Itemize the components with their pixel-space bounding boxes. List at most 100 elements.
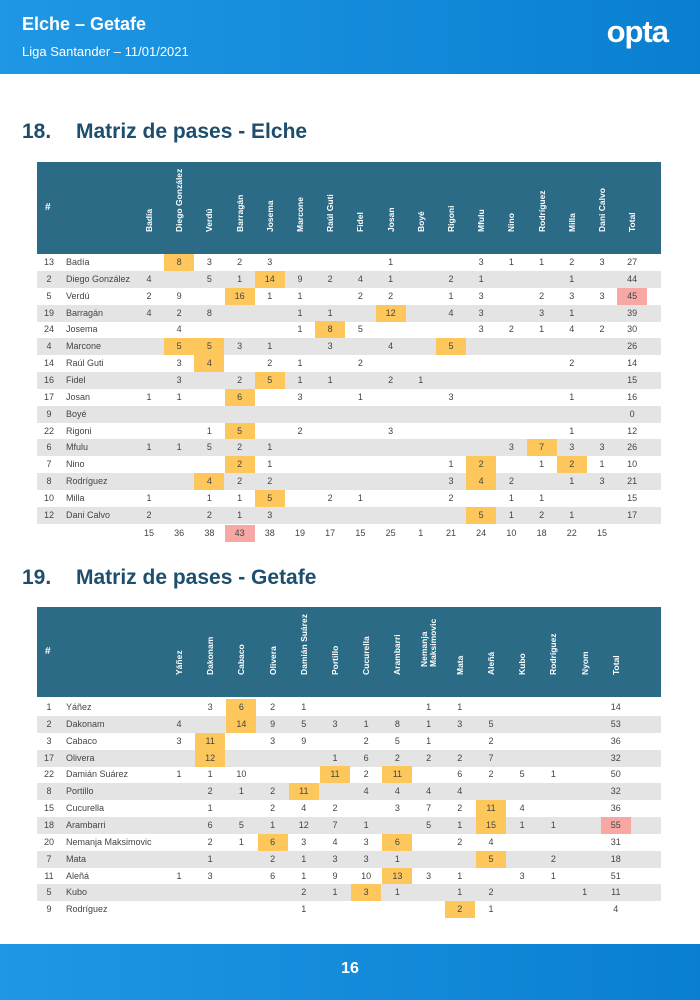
table-row: 17 Josan 1 1 6 3 1 3 1 16 <box>37 388 661 406</box>
player-name: Rigoni <box>66 425 92 436</box>
pass-count: 3 <box>478 257 484 267</box>
pass-count: 9 <box>301 735 307 746</box>
pass-count: 4 <box>426 786 432 797</box>
pass-count: 2 <box>270 702 276 712</box>
pass-count <box>285 338 315 355</box>
pass-count <box>570 783 600 800</box>
hash-header: # <box>45 202 51 213</box>
pass-count: 2 <box>176 307 182 318</box>
pass-count: 2 <box>488 769 494 780</box>
player-name: Nemanja Maksimovic <box>66 836 152 847</box>
pass-count: 3 <box>599 257 605 267</box>
pass-count: 16 <box>224 287 255 305</box>
player-number: 18 <box>43 819 54 830</box>
pass-count: 3 <box>539 307 545 318</box>
column-header-label: Damián Suárez <box>298 614 309 675</box>
column-total: 15 <box>355 527 366 538</box>
pass-count <box>345 423 375 440</box>
pass-count <box>315 456 345 473</box>
pass-count <box>194 321 224 338</box>
pass-count <box>320 733 350 750</box>
pass-count <box>527 423 557 440</box>
pass-count: 2 <box>488 735 494 746</box>
pass-count: 2 <box>539 290 545 301</box>
pass-count <box>496 372 526 389</box>
pass-count: 1 <box>550 870 556 881</box>
pass-count <box>285 490 315 507</box>
pass-count <box>466 372 496 389</box>
pass-count: 1 <box>388 257 394 267</box>
pass-count: 1 <box>448 459 454 470</box>
pass-count: 1 <box>267 341 273 352</box>
player-name: Barragán <box>66 307 104 318</box>
pass-count: 11 <box>195 732 226 750</box>
pass-count <box>164 423 194 440</box>
pass-count <box>345 473 375 490</box>
column-header-label: Josema <box>264 200 275 232</box>
column-header-label: Boyé <box>415 211 426 232</box>
pass-count: 2 <box>457 803 463 814</box>
pass-count <box>527 473 557 490</box>
pass-count <box>570 699 600 716</box>
pass-count <box>345 406 375 423</box>
column-header-label: Cucurella <box>361 636 372 675</box>
pass-count <box>406 456 436 473</box>
column-total: 21 <box>445 527 456 538</box>
column-header-label: Olivera <box>267 646 278 675</box>
pass-count <box>315 406 345 423</box>
table-row: 5 Kubo 2 1 3 1 1 2 1 11 <box>37 884 661 902</box>
pass-count: 1 <box>418 374 424 385</box>
pass-count <box>476 699 506 716</box>
pass-count: 10 <box>361 870 372 881</box>
pass-count <box>538 800 568 817</box>
pass-count: 3 <box>426 870 432 881</box>
table-row: 8 Rodríguez 4 2 2 3 4 2 1 3 21 <box>37 473 661 491</box>
pass-count <box>164 406 194 423</box>
column-header: Rigoni <box>436 162 466 242</box>
player-number: 3 <box>46 735 52 746</box>
pass-count: 2 <box>539 509 545 520</box>
pass-count: 3 <box>351 884 382 902</box>
pass-count <box>414 851 444 868</box>
pass-count: 2 <box>363 769 369 780</box>
pass-count: 2 <box>556 456 587 474</box>
pass-count: 8 <box>206 307 212 318</box>
pass-count <box>285 406 315 423</box>
pass-count <box>226 851 256 868</box>
pass-count <box>195 884 225 901</box>
matrix-header: # Yáñez Dakonam Cabaco Olivera Damián Suárez P… <box>37 607 661 697</box>
column-header-label: Total <box>610 655 621 675</box>
pass-count <box>164 699 194 716</box>
player-name: Nino <box>66 459 85 470</box>
pass-count: 2 <box>237 442 243 453</box>
pass-count: 6 <box>382 833 413 851</box>
player-name: Damián Suárez <box>66 769 129 780</box>
pass-count: 2 <box>207 786 213 797</box>
pass-count: 1 <box>426 702 432 712</box>
pass-count: 3 <box>599 290 605 301</box>
pass-count: 4 <box>388 341 394 352</box>
pass-count <box>466 490 496 507</box>
column-header-label: Rodríguez <box>548 633 559 675</box>
pass-count: 30 <box>627 324 638 335</box>
pass-count: 1 <box>327 307 333 318</box>
pass-count: 2 <box>146 509 152 520</box>
pass-count: 3 <box>448 476 454 487</box>
player-name: Dani Calvo <box>66 509 111 520</box>
pass-count: 32 <box>610 752 621 763</box>
column-header: Badía <box>134 162 164 242</box>
pass-count: 2 <box>394 752 400 763</box>
player-name: Cabaco <box>66 735 98 746</box>
player-name: Yáñez <box>66 702 92 712</box>
column-header-label: Barragán <box>234 194 245 232</box>
pass-count: 45 <box>617 287 648 305</box>
pass-count: 2 <box>270 853 276 864</box>
pass-count <box>507 783 537 800</box>
pass-count <box>557 490 587 507</box>
player-name: Diego González <box>66 273 131 284</box>
player-number: 24 <box>43 324 54 335</box>
pass-count: 9 <box>270 718 276 729</box>
pass-count: 5 <box>164 338 195 356</box>
column-header-label: Mfulu <box>476 209 487 232</box>
pass-count: 3 <box>270 735 276 746</box>
